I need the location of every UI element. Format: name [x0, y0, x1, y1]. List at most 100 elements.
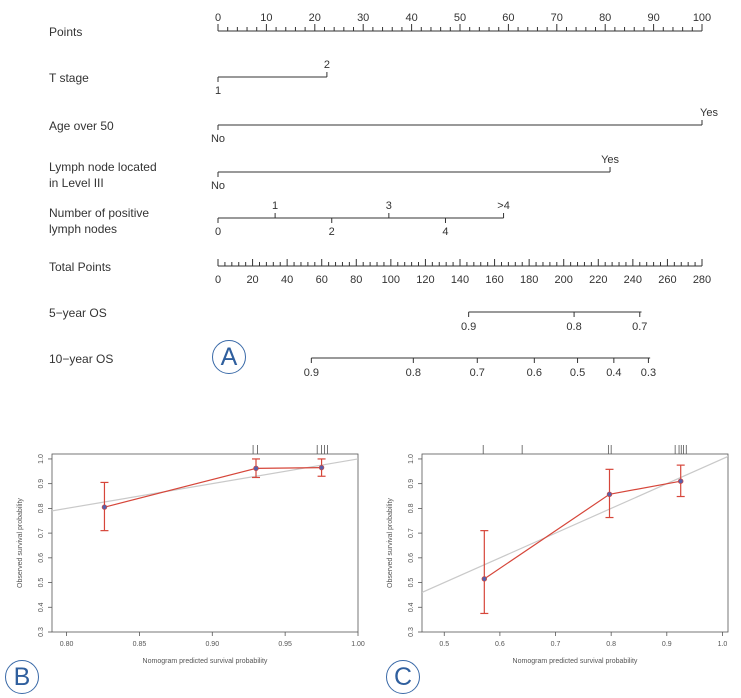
tick-label: 260 — [658, 274, 676, 286]
x-tick-label: 0.9 — [662, 641, 672, 648]
data-point — [318, 464, 325, 471]
level-label: >4 — [497, 200, 510, 212]
tick-label: 60 — [502, 12, 514, 24]
y-tick-label: 0.7 — [408, 528, 415, 538]
x-tick-label: 0.85 — [133, 641, 147, 648]
level-label: No — [211, 180, 225, 192]
tick-label: 200 — [555, 274, 573, 286]
calibration-line — [104, 466, 322, 508]
probability-label: 0.8 — [406, 367, 421, 379]
x-tick-label: 0.5 — [439, 641, 449, 648]
y-axis-title: Observed survival probability — [387, 498, 394, 588]
x-axis-title: Nomogram predicted survival probability — [143, 658, 268, 665]
y-tick-label: 0.5 — [38, 578, 45, 588]
tick-label: 220 — [589, 274, 607, 286]
tick-label: 240 — [624, 274, 642, 286]
tick-label: 160 — [485, 274, 503, 286]
tick-label: 60 — [316, 274, 328, 286]
plot-area — [422, 455, 728, 593]
x-tick-label: 0.80 — [60, 641, 74, 648]
y-tick-label: 0.6 — [408, 553, 415, 563]
panel-label-b: B — [5, 660, 39, 694]
y-tick-label: 0.6 — [38, 553, 45, 563]
level-label: No — [211, 133, 225, 145]
probability-label: 0.9 — [304, 367, 319, 379]
y-tick-label: 1.0 — [38, 454, 45, 464]
tick-label: 40 — [281, 274, 293, 286]
level-label: 1 — [215, 85, 221, 97]
y-tick-label: 0.8 — [408, 503, 415, 513]
tick-label: 100 — [382, 274, 400, 286]
row-label: Total Points — [49, 260, 111, 274]
tick-label: 30 — [357, 12, 369, 24]
calibration-line — [483, 480, 681, 580]
tick-label: 70 — [551, 12, 563, 24]
x-tick-label: 0.90 — [205, 641, 219, 648]
level-label: 1 — [272, 200, 278, 212]
row-label: Age over 50 — [49, 119, 114, 133]
y-tick-label: 0.7 — [38, 528, 45, 538]
tick-label: 140 — [451, 274, 469, 286]
x-tick-label: 0.6 — [495, 641, 505, 648]
level-label: Yes — [700, 107, 718, 119]
data-point — [101, 504, 108, 510]
probability-label: 0.4 — [606, 367, 621, 379]
y-tick-label: 0.3 — [408, 627, 415, 637]
tick-label: 120 — [416, 274, 434, 286]
x-tick-label: 1.0 — [718, 641, 728, 648]
x-axis-title: Nomogram predicted survival probability — [513, 658, 638, 665]
tick-label: 50 — [454, 12, 466, 24]
row-label: 10−year OS — [49, 352, 113, 366]
y-tick-label: 0.4 — [408, 602, 415, 612]
probability-label: 0.6 — [527, 367, 542, 379]
data-point — [678, 478, 684, 484]
level-label: 2 — [324, 59, 330, 71]
probability-label: 0.7 — [470, 367, 485, 379]
plot-frame — [51, 453, 359, 633]
level-label: 2 — [329, 226, 335, 238]
row-label: 5−year OS — [49, 306, 107, 320]
tick-label: 80 — [350, 274, 362, 286]
tick-label: 0 — [215, 12, 221, 24]
ideal-line — [422, 455, 728, 593]
ideal-line — [52, 458, 358, 512]
x-tick-label: 0.8 — [606, 641, 616, 648]
x-tick-label: 0.7 — [551, 641, 561, 648]
y-tick-label: 0.9 — [408, 479, 415, 489]
probability-label: 0.3 — [641, 367, 656, 379]
y-axis-title: Observed survival probability — [17, 498, 24, 588]
panel-label-c: C — [386, 660, 420, 694]
y-tick-label: 0.3 — [38, 627, 45, 637]
data-point — [481, 576, 488, 582]
row-label: Lymph node located — [49, 160, 157, 174]
level-label: 0 — [215, 226, 221, 238]
level-label: 3 — [386, 200, 392, 212]
level-label: Yes — [601, 154, 619, 166]
y-tick-label: 0.5 — [408, 578, 415, 588]
tick-label: 40 — [405, 12, 417, 24]
row-label: T stage — [49, 71, 89, 85]
plot-area — [52, 458, 358, 512]
y-tick-label: 1.0 — [408, 454, 415, 464]
probability-label: 0.5 — [570, 367, 585, 379]
y-tick-label: 0.9 — [38, 479, 45, 489]
tick-label: 20 — [309, 12, 321, 24]
probability-label: 0.8 — [566, 321, 581, 333]
tick-label: 100 — [693, 12, 711, 24]
tick-label: 180 — [520, 274, 538, 286]
calibration-plot-b: 0.80 0.85 0.90 0.95 1.00 0.3 0.4 0.5 0.6 0.7 0.8 0.… — [17, 445, 365, 665]
tick-label: 90 — [647, 12, 659, 24]
row-label: Points — [49, 25, 82, 39]
panel-label-a: A — [212, 340, 246, 374]
tick-label: 280 — [693, 274, 711, 286]
tick-label: 80 — [599, 12, 611, 24]
row-label: in Level III — [49, 176, 104, 190]
data-point — [606, 491, 613, 497]
tick-label: 20 — [246, 274, 258, 286]
calibration-plot-c: 0.5 0.6 0.7 0.8 0.9 1.0 0.3 0.4 0.5 0.6 0.7 0.8 0.9 1… — [387, 445, 729, 665]
tick-label: 0 — [215, 274, 221, 286]
data-point — [253, 465, 259, 472]
level-label: 4 — [442, 226, 448, 238]
plot-frame — [421, 453, 729, 633]
